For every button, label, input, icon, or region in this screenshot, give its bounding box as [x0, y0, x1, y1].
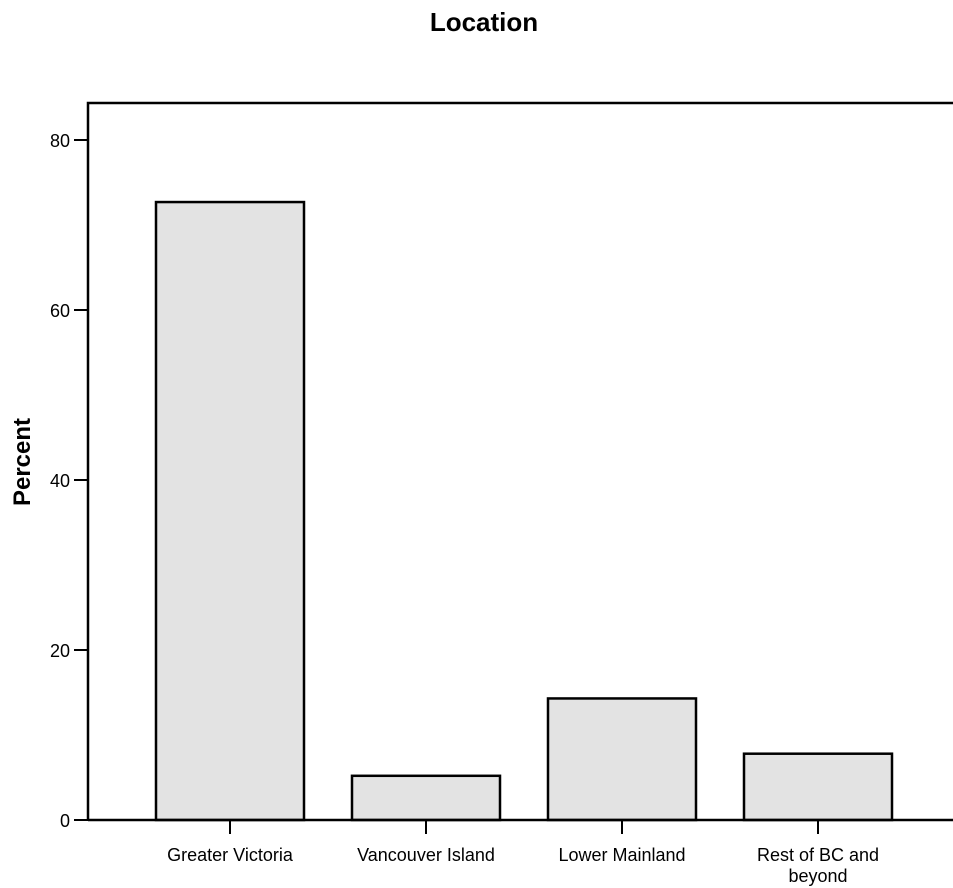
bar-1	[154, 200, 306, 822]
bar-2	[350, 774, 502, 822]
y-tick-label: 40	[50, 471, 70, 491]
plot-area	[154, 200, 894, 822]
y-tick-label: 0	[60, 811, 70, 831]
y-axis-ticks: 0 20 40 60 80	[50, 131, 88, 831]
bar-3	[546, 697, 698, 822]
x-tick-label: Vancouver Island	[357, 845, 495, 865]
y-tick-label: 60	[50, 301, 70, 321]
x-axis-ticks: Greater Victoria Vancouver Island Lower Ma…	[167, 820, 879, 886]
y-tick-label: 80	[50, 131, 70, 151]
plot-frame	[86, 101, 953, 820]
bar-4	[742, 752, 894, 822]
x-tick-label: Greater Victoria	[167, 845, 294, 865]
x-tick-label: Rest of BC and beyond	[757, 845, 879, 886]
chart-title: Location	[430, 7, 538, 37]
y-tick-label: 20	[50, 641, 70, 661]
y-axis-label: Percent	[9, 418, 36, 506]
x-tick-label: Lower Mainland	[558, 845, 685, 865]
